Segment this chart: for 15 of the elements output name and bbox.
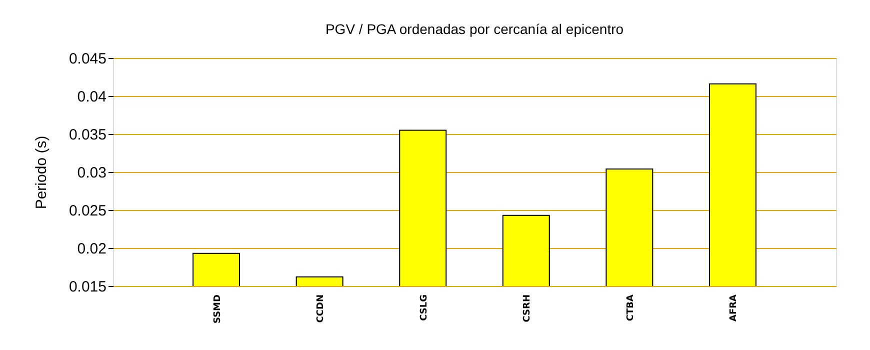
y-tick-label: 0.015 [68, 278, 106, 296]
y-tick-label: 0.03 [77, 164, 106, 182]
x-tick-label: AFRA [729, 294, 740, 322]
y-tick-label: 0.045 [68, 50, 106, 68]
x-tick-label: CTBA [626, 294, 636, 322]
y-tick-label: 0.02 [77, 240, 106, 258]
y-tick-label: 0.04 [77, 88, 106, 106]
chart-title: PGV / PGA ordenadas por cercanía al epicentro [325, 21, 624, 37]
x-tick-label: CSLG [419, 294, 430, 321]
x-tick-label: CSRH [522, 294, 533, 322]
x-tick-label: CCDN [316, 294, 326, 323]
y-axis-title: Periodo (s) [32, 136, 50, 210]
x-tick-label: SSMD [212, 294, 223, 324]
y-tick-label: 0.025 [68, 202, 106, 220]
y-tick-label: 0.035 [68, 126, 106, 144]
